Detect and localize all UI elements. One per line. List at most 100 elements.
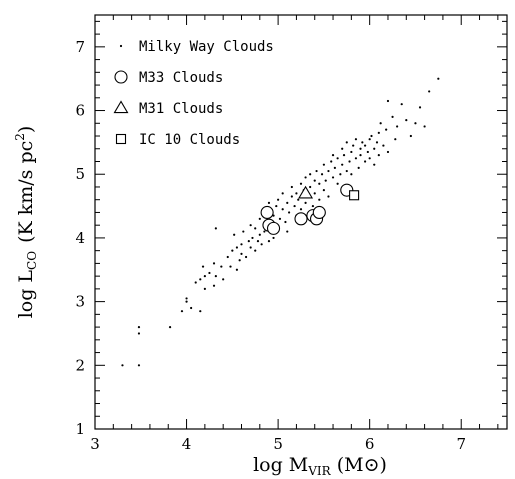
milky-way-cloudspoint [195, 281, 197, 283]
milky-way-cloudspoint [288, 211, 290, 213]
milky-way-cloudspoint [378, 132, 380, 134]
milky-way-cloudspoint [405, 119, 407, 121]
milky-way-cloudspoint [355, 138, 357, 140]
milky-way-cloudspoint [369, 138, 371, 140]
milky-way-cloudspoint [373, 164, 375, 166]
milky-way-cloudspoint [239, 259, 241, 261]
milky-way-cloudspoint [428, 90, 430, 92]
x-tick-label: 7 [456, 435, 466, 453]
milky-way-cloudspoint [248, 240, 250, 242]
milky-way-cloudspoint [284, 221, 286, 223]
milky-way-cloudspoint [378, 154, 380, 156]
milky-way-cloudspoint [318, 183, 320, 185]
milky-way-cloudspoint [250, 224, 252, 226]
milky-way-cloudspoint [202, 265, 204, 267]
x-axis-label: log MVIR (M⊙) [253, 454, 387, 478]
milky-way-cloudspoint [327, 170, 329, 172]
m33-cloudspoint [261, 206, 273, 218]
y-tick-label: 4 [75, 229, 85, 247]
milky-way-cloudspoint [251, 237, 253, 239]
milky-way-cloudspoint [424, 125, 426, 127]
milky-way-cloudspoint [315, 170, 317, 172]
milky-way-cloudspoint [213, 262, 215, 264]
milky-way-cloudspoint [327, 195, 329, 197]
milky-way-cloudspoint [169, 326, 171, 328]
y-axis-label-units: (K km/s pc [15, 141, 37, 243]
milky-way-cloudspoint [318, 199, 320, 201]
milky-way-cloudspoint [332, 176, 334, 178]
legend-marker-circle [115, 71, 127, 83]
milky-way-cloudspoint [204, 275, 206, 277]
x-tick-label: 5 [273, 435, 283, 453]
y-tick-label: 7 [75, 38, 85, 56]
milky-way-cloudspoint [268, 240, 270, 242]
milky-way-cloudspoint [259, 218, 261, 220]
milky-way-cloudspoint [325, 180, 327, 182]
legend-label: M31 Clouds [139, 101, 223, 117]
milky-way-cloudspoint [334, 167, 336, 169]
x-tick-label: 3 [90, 435, 100, 453]
milky-way-cloudspoint [268, 202, 270, 204]
milky-way-cloudspoint [291, 195, 293, 197]
milky-way-cloudspoint [373, 148, 375, 150]
milky-way-cloudspoint [231, 250, 233, 252]
milky-way-cloudspoint [314, 180, 316, 182]
milky-way-cloudspoint [304, 202, 306, 204]
y-tick-label: 3 [75, 293, 85, 311]
x-tick-label: 4 [182, 435, 192, 453]
milky-way-cloudspoint [240, 253, 242, 255]
milky-way-cloudspoint [213, 285, 215, 287]
milky-way-cloudspoint [343, 154, 345, 156]
milky-way-cloudspoint [367, 151, 369, 153]
y-axis-label-sup: 2 [13, 133, 27, 141]
milky-way-cloudspoint [414, 122, 416, 124]
milky-way-cloudspoint [261, 243, 263, 245]
milky-way-cloudspoint [369, 157, 371, 159]
milky-way-cloudspoint [121, 364, 123, 366]
milky-way-cloudspoint [361, 141, 363, 143]
m33-cloudspoint [313, 206, 325, 218]
milky-way-cloudspoint [208, 272, 210, 274]
milky-way-cloudspoint [346, 141, 348, 143]
milky-way-cloudspoint [220, 265, 222, 267]
milky-way-cloudspoint [394, 138, 396, 140]
milky-way-cloudspoint [250, 246, 252, 248]
y-tick-label: 5 [75, 165, 85, 183]
milky-way-cloudspoint [401, 103, 403, 105]
legend-label: Milky Way Clouds [139, 39, 274, 55]
milky-way-cloudspoint [410, 135, 412, 137]
milky-way-cloudspoint [272, 237, 274, 239]
milky-way-cloudspoint [332, 154, 334, 156]
m33-cloudspoint [268, 222, 280, 234]
milky-way-cloudspoint [295, 192, 297, 194]
milky-way-cloudspoint [185, 297, 187, 299]
milky-way-cloudspoint [376, 141, 378, 143]
milky-way-cloudspoint [350, 173, 352, 175]
y-tick-label: 6 [75, 102, 85, 120]
m31-cloudspoint [299, 187, 312, 198]
milky-way-cloudspoint [359, 148, 361, 150]
y-axis-label-sub: CO [25, 251, 39, 270]
y-axis-label-main: log L [15, 270, 37, 319]
milky-way-cloudspoint [341, 148, 343, 150]
milky-way-cloudspoint [138, 326, 140, 328]
legend-marker-dot [120, 45, 122, 47]
milky-way-cloudspoint [277, 199, 279, 201]
milky-way-cloudspoint [293, 205, 295, 207]
milky-way-cloudspoint [229, 265, 231, 267]
milky-way-cloudspoint [304, 176, 306, 178]
milky-way-cloudspoint [323, 164, 325, 166]
milky-way-cloudspoint [350, 151, 352, 153]
milky-way-cloudspoint [275, 205, 277, 207]
milky-way-cloudspoint [419, 106, 421, 108]
m33-cloudspoint [295, 213, 307, 225]
milky-way-cloudspoint [387, 151, 389, 153]
y-axis-label-close: ) [15, 126, 37, 133]
milky-way-cloudspoint [346, 170, 348, 172]
milky-way-cloudspoint [391, 116, 393, 118]
milky-way-cloudspoint [282, 208, 284, 210]
milky-way-cloudspoint [222, 278, 224, 280]
milky-way-cloudspoint [300, 183, 302, 185]
milky-way-cloudspoint [236, 246, 238, 248]
